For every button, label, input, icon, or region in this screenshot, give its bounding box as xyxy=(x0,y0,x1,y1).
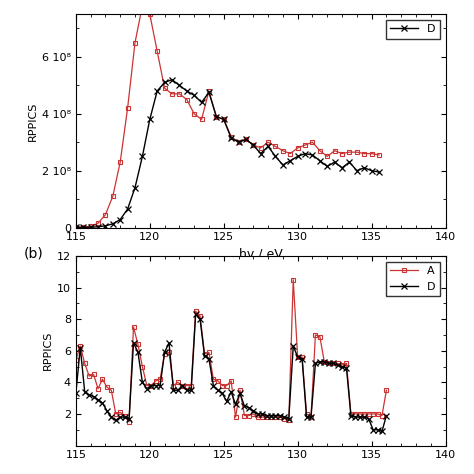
Text: (b): (b) xyxy=(24,246,44,261)
Y-axis label: RPPICS: RPPICS xyxy=(28,101,38,141)
Legend: A, D: A, D xyxy=(386,262,440,296)
Y-axis label: RPPICS: RPPICS xyxy=(43,331,53,371)
X-axis label: hv / eV: hv / eV xyxy=(239,248,283,261)
Legend: D: D xyxy=(386,20,440,39)
